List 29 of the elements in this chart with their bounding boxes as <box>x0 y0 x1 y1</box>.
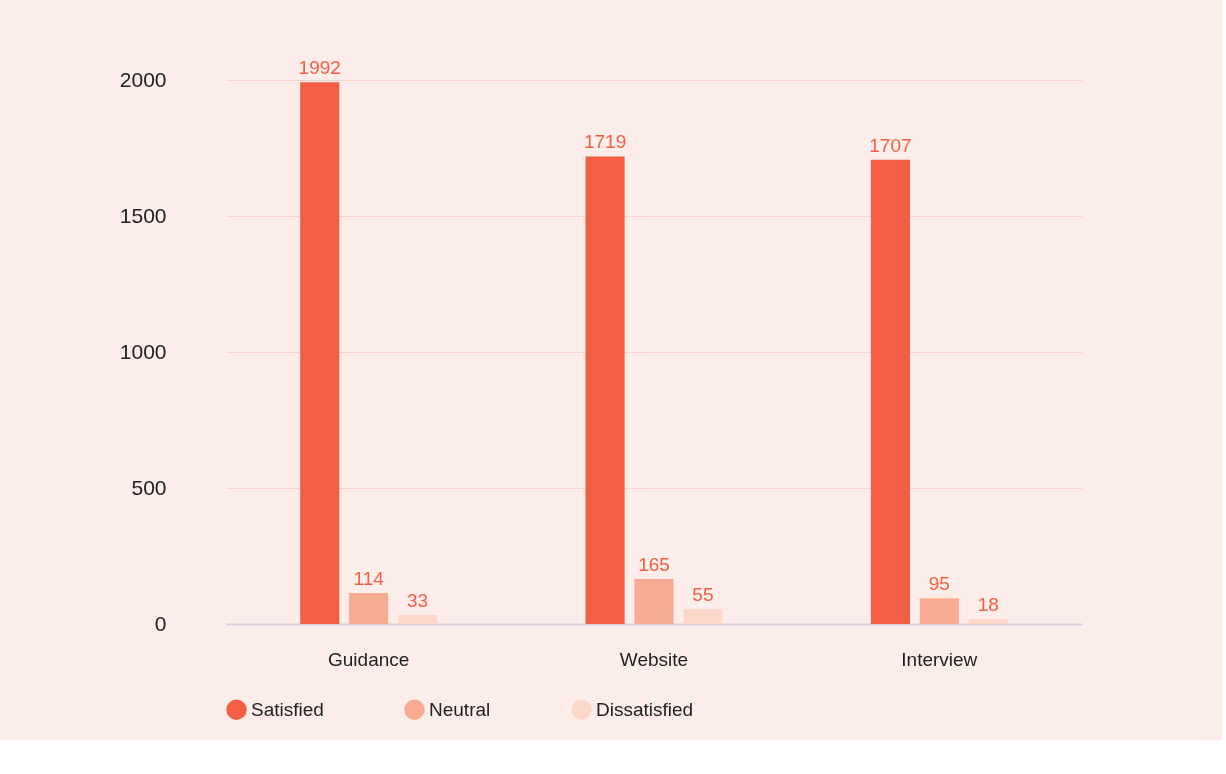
legend-label: Dissatisfied <box>596 698 694 720</box>
data-label: 33 <box>407 590 429 612</box>
x-tick-label: Guidance <box>327 648 410 670</box>
y-tick-label: 2000 <box>119 67 167 91</box>
data-label: 55 <box>692 584 714 606</box>
bar <box>683 609 723 624</box>
y-tick-label: 1000 <box>119 339 167 363</box>
x-tick-label: Website <box>619 648 689 670</box>
bar <box>398 615 438 624</box>
bar <box>919 598 959 624</box>
bar <box>968 619 1008 624</box>
y-tick-label: 500 <box>131 475 167 499</box>
x-tick-label: Interview <box>901 648 978 670</box>
data-label: 18 <box>977 594 999 616</box>
y-tick-label: 0 <box>154 611 167 635</box>
data-label: 165 <box>638 554 670 576</box>
bar <box>634 579 674 624</box>
legend-label: Satisfied <box>251 698 324 720</box>
data-label: 114 <box>353 567 385 589</box>
bar <box>300 82 340 624</box>
data-label: 1707 <box>869 134 912 156</box>
y-tick-label: 1500 <box>119 203 167 227</box>
bar <box>870 159 910 624</box>
bar <box>349 592 389 624</box>
data-label: 95 <box>928 573 950 595</box>
bar <box>585 156 625 624</box>
data-label: 1992 <box>298 57 341 79</box>
data-label: 1719 <box>583 131 627 153</box>
legend-label: Neutral <box>429 698 491 720</box>
